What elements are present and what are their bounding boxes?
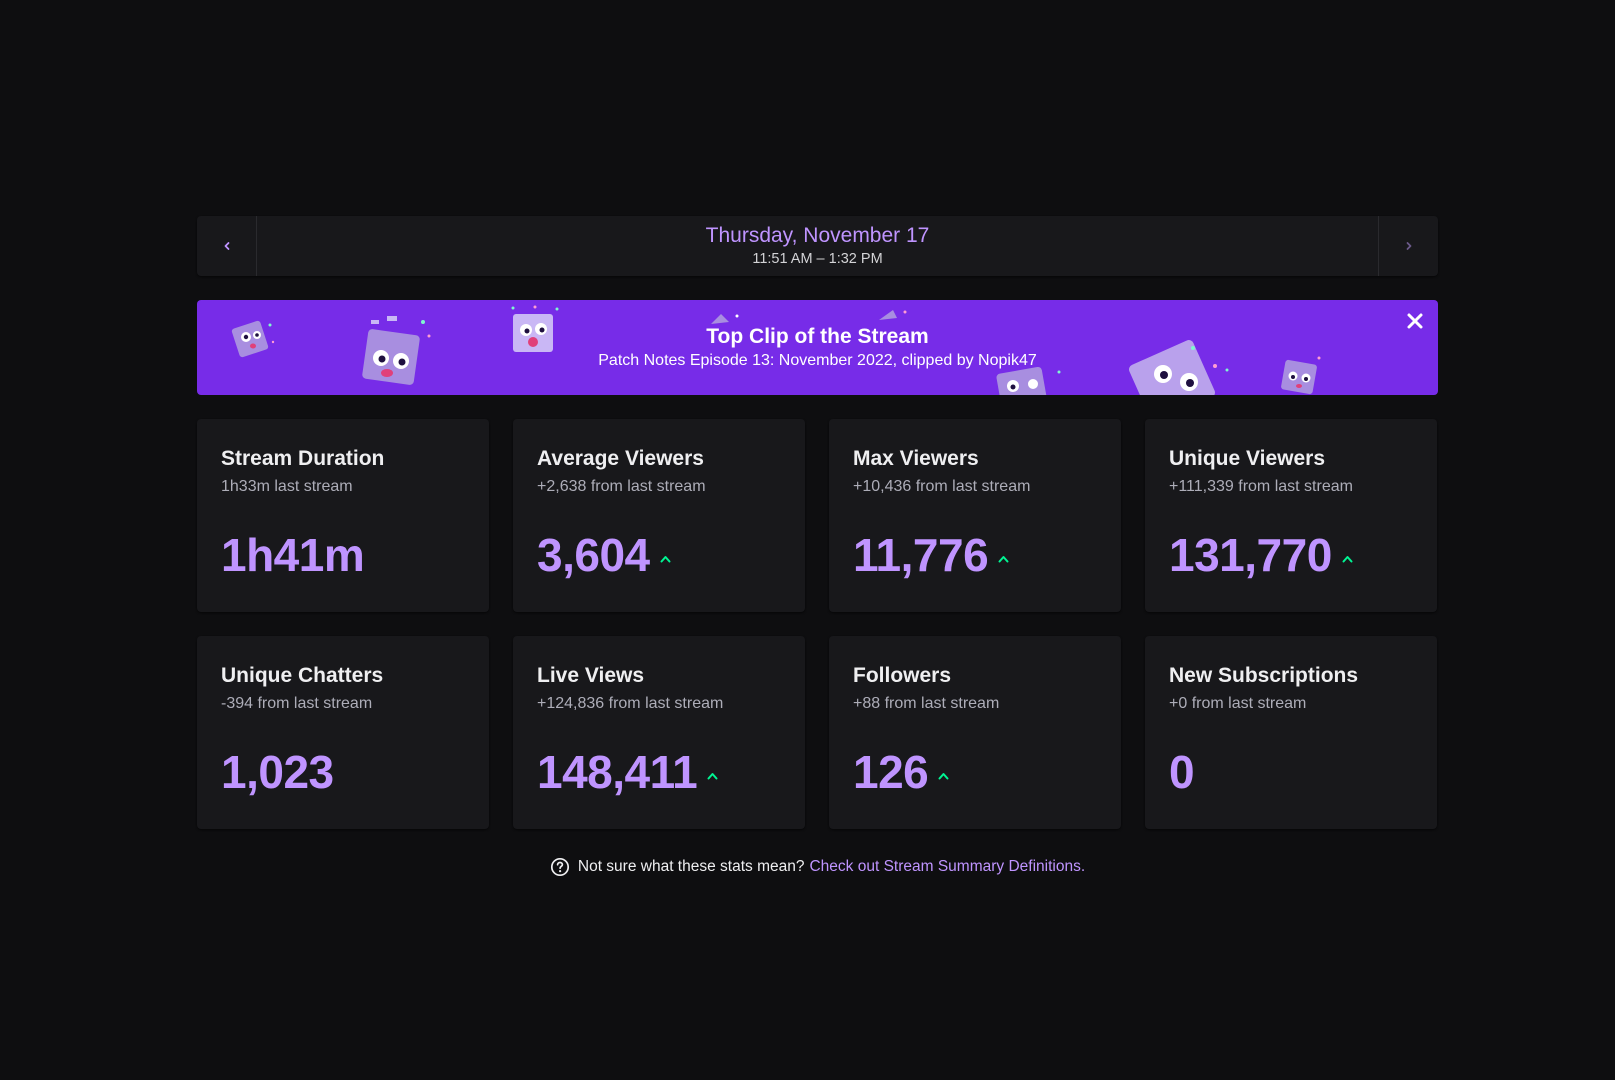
mascot-illustration [1129, 340, 1229, 395]
stat-value: 11,776 [853, 529, 989, 581]
stat-comparison: -394 from last stream [221, 695, 373, 712]
trend-up-icon [1342, 556, 1353, 563]
stat-comparison: +111,339 from last stream [1169, 478, 1353, 495]
chevron-left-icon [224, 242, 229, 250]
previous-stream-button[interactable] [197, 216, 257, 276]
mascot-illustration [1281, 356, 1321, 395]
mascot-illustration [879, 310, 907, 320]
stat-card-followers: Followers +88 from last stream 126 [829, 636, 1121, 829]
stat-title: Live Views [537, 664, 645, 687]
top-clip-subtitle[interactable]: Patch Notes Episode 13: November 2022, c… [598, 351, 1037, 369]
stream-time-range: 11:51 AM – 1:32 PM [752, 250, 883, 267]
stat-card-average-viewers: Average Viewers +2,638 from last stream … [513, 419, 805, 612]
stream-summary-definitions-link[interactable]: Check out Stream Summary Definitions. [809, 858, 1086, 875]
stream-date: Thursday, November 17 [705, 223, 930, 247]
stat-card-stream-duration: Stream Duration 1h33m last stream 1h41m [197, 419, 489, 612]
stat-value: 131,770 [1169, 529, 1332, 581]
mascot-illustration [996, 366, 1061, 395]
chevron-right-icon [1406, 242, 1411, 250]
stream-summary: Thursday, November 17 11:51 AM – 1:32 PM [197, 216, 1438, 877]
stat-comparison: +88 from last stream [853, 695, 1000, 712]
stat-comparison: +124,836 from last stream [537, 695, 724, 712]
stat-value: 1,023 [221, 746, 334, 798]
stat-comparison: +2,638 from last stream [537, 478, 706, 495]
stat-title: Unique Viewers [1169, 447, 1326, 470]
trend-up-icon [938, 773, 949, 780]
mascot-illustration [231, 320, 275, 358]
trend-up-icon [998, 556, 1009, 563]
next-stream-button[interactable] [1378, 216, 1438, 276]
date-display: Thursday, November 17 11:51 AM – 1:32 PM [257, 216, 1378, 276]
trend-up-icon [707, 773, 718, 780]
stat-value: 3,604 [537, 529, 650, 581]
stat-card-unique-viewers: Unique Viewers +111,339 from last stream… [1145, 419, 1437, 612]
stat-value: 0 [1169, 746, 1195, 798]
stat-title: Followers [853, 664, 952, 687]
help-text: Not sure what these stats mean? [577, 858, 805, 875]
date-navigation: Thursday, November 17 11:51 AM – 1:32 PM [197, 216, 1438, 276]
stat-title: Stream Duration [221, 447, 385, 470]
mascot-illustration [362, 316, 431, 385]
top-clip-title: Top Clip of the Stream [706, 324, 929, 348]
mascot-illustration [711, 314, 739, 324]
stat-card-unique-chatters: Unique Chatters -394 from last stream 1,… [197, 636, 489, 829]
stats-grid: Stream Duration 1h33m last stream 1h41m … [197, 419, 1438, 829]
help-footer: Not sure what these stats mean? Check ou… [197, 857, 1438, 877]
top-clip-banner[interactable]: Top Clip of the Stream Patch Notes Episo… [197, 300, 1438, 395]
stat-comparison: +10,436 from last stream [853, 478, 1031, 495]
question-circle-icon [550, 857, 569, 877]
stat-card-new-subscriptions: New Subscriptions +0 from last stream 0 [1145, 636, 1437, 829]
mascot-illustration [511, 305, 559, 352]
stat-comparison: +0 from last stream [1169, 695, 1307, 712]
trend-up-icon [660, 556, 671, 563]
stat-value: 148,411 [537, 746, 698, 798]
stat-comparison: 1h33m last stream [221, 478, 353, 495]
stat-value: 126 [853, 746, 929, 798]
stat-title: Max Viewers [853, 447, 979, 470]
stat-title: Unique Chatters [221, 664, 384, 687]
stat-value: 1h41m [221, 529, 365, 581]
stat-card-max-viewers: Max Viewers +10,436 from last stream 11,… [829, 419, 1121, 612]
close-icon[interactable] [1404, 310, 1426, 332]
stat-card-live-views: Live Views +124,836 from last stream 148… [513, 636, 805, 829]
stat-title: Average Viewers [537, 447, 704, 470]
stat-title: New Subscriptions [1169, 664, 1359, 687]
